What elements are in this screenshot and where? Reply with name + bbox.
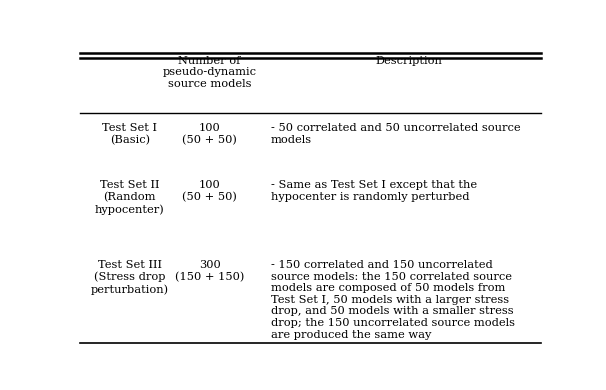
Text: Test Set I
(Basic): Test Set I (Basic) (102, 123, 158, 145)
Text: Test Set II
(Random
hypocenter): Test Set II (Random hypocenter) (95, 181, 165, 215)
Text: 100
(50 + 50): 100 (50 + 50) (182, 123, 237, 145)
Text: 100
(50 + 50): 100 (50 + 50) (182, 181, 237, 202)
Text: Test Set III
(Stress drop
perturbation): Test Set III (Stress drop perturbation) (91, 260, 169, 294)
Text: 300
(150 + 150): 300 (150 + 150) (175, 260, 244, 282)
Text: Description: Description (376, 56, 442, 66)
Text: Number of
pseudo-dynamic
source models: Number of pseudo-dynamic source models (162, 56, 256, 89)
Text: - 50 correlated and 50 uncorrelated source
models: - 50 correlated and 50 uncorrelated sour… (271, 123, 521, 145)
Text: - Same as Test Set I except that the
hypocenter is randomly perturbed: - Same as Test Set I except that the hyp… (271, 181, 477, 202)
Text: - 150 correlated and 150 uncorrelated
source models: the 150 correlated source
m: - 150 correlated and 150 uncorrelated so… (271, 260, 514, 340)
